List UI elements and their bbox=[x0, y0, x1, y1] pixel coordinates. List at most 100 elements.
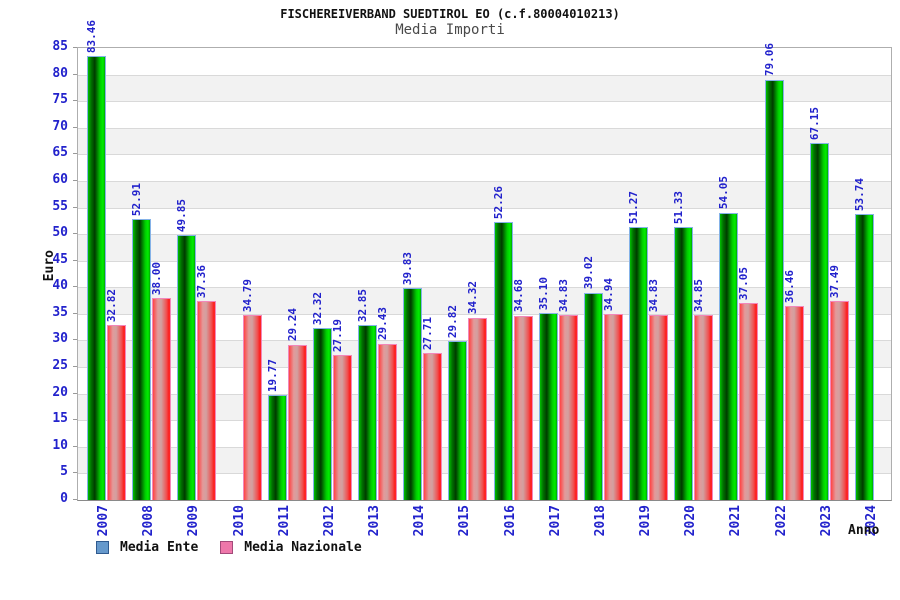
value-label-2024: 53.74 bbox=[852, 178, 866, 212]
y-tick-label: 15 bbox=[52, 411, 68, 427]
y-tick-label: 10 bbox=[52, 437, 68, 453]
value-label-2012: 32.32 bbox=[310, 292, 324, 326]
value-label-2021: 54.05 bbox=[717, 176, 731, 210]
y-tick-mark bbox=[73, 499, 77, 500]
y-tick-mark bbox=[73, 206, 77, 208]
value-label-2020: 34.85 bbox=[692, 278, 706, 312]
value-label-2011: 29.24 bbox=[285, 308, 299, 342]
bar-media-nazionale-2021 bbox=[739, 302, 759, 500]
value-label-2016: 34.68 bbox=[511, 279, 525, 313]
x-axis-title: Anno bbox=[848, 523, 880, 538]
value-label-2016: 52.26 bbox=[491, 185, 505, 220]
y-tick-label: 70 bbox=[52, 118, 68, 134]
value-label-2022: 36.46 bbox=[782, 270, 796, 304]
x-tick-label-2014: 2014 bbox=[412, 505, 428, 537]
x-tick-label-2018: 2018 bbox=[592, 505, 608, 537]
y-tick-mark bbox=[73, 73, 77, 75]
chart-subtitle: Media Importi bbox=[395, 22, 505, 38]
x-tick-label-2011: 2011 bbox=[276, 505, 292, 537]
bar-media-nazionale-2019 bbox=[649, 314, 668, 500]
x-tick-label-2021: 2021 bbox=[728, 505, 744, 537]
y-tick-label: 60 bbox=[52, 171, 68, 187]
value-label-2018: 39.02 bbox=[581, 256, 595, 290]
bar-group-2012: 32.32 27.19 bbox=[304, 48, 352, 500]
value-label-2017: 34.83 bbox=[556, 278, 570, 312]
bar-media-ente-2017 bbox=[538, 313, 558, 500]
y-tick-label: 25 bbox=[52, 358, 68, 374]
bar-media-ente-2008 bbox=[132, 218, 152, 500]
bar-media-ente-2019 bbox=[629, 227, 648, 500]
x-tick-label-2020: 2020 bbox=[683, 505, 699, 537]
y-tick-mark bbox=[73, 286, 77, 288]
y-tick-mark bbox=[73, 153, 77, 155]
y-tick-label: 0 bbox=[60, 491, 68, 506]
bar-group-2010: 34.79 bbox=[214, 48, 262, 500]
bar-media-ente-2018 bbox=[583, 292, 603, 500]
value-label-2009: 49.85 bbox=[175, 198, 189, 232]
y-tick-mark bbox=[73, 445, 77, 447]
value-label-2018: 34.94 bbox=[601, 278, 615, 312]
bar-group-2009: 49.85 37.36 bbox=[168, 48, 217, 500]
bar-media-ente-2013 bbox=[358, 325, 377, 500]
bar-group-2014: 39.83 27.71 bbox=[394, 48, 443, 500]
value-label-2022: 79.06 bbox=[762, 43, 776, 77]
y-tick-label: 20 bbox=[52, 384, 68, 400]
bar-group-2007: 83.46 32.82 bbox=[78, 20, 126, 500]
legend-swatch-media-nazionale bbox=[220, 541, 234, 554]
bar-media-ente-2012 bbox=[312, 328, 332, 500]
chart-title: FISCHEREIVERBAND SUEDTIROL EO (c.f.80004… bbox=[280, 7, 620, 21]
bar-media-ente-2009 bbox=[177, 234, 197, 500]
plot-band bbox=[78, 207, 891, 235]
plot-band bbox=[78, 260, 891, 288]
bar-group-2023: 67.15 37.49 bbox=[801, 48, 849, 500]
y-tick-label: 55 bbox=[52, 198, 68, 214]
plot-band bbox=[78, 101, 891, 128]
value-label-2008: 38.00 bbox=[150, 261, 164, 295]
bar-media-ente-2014 bbox=[403, 288, 423, 500]
plot-band bbox=[78, 74, 891, 102]
bar-media-ente-2007 bbox=[87, 56, 106, 500]
bar-media-ente-2021 bbox=[719, 212, 739, 500]
bar-media-ente-2016 bbox=[493, 222, 513, 500]
plot-band bbox=[78, 48, 891, 75]
bar-media-ente-2011 bbox=[267, 394, 287, 500]
value-label-2019: 51.27 bbox=[627, 191, 640, 225]
bar-group-2017: 35.10 34.83 bbox=[530, 48, 578, 500]
y-tick-mark bbox=[73, 126, 77, 128]
x-tick-label-2019: 2019 bbox=[638, 505, 653, 537]
bar-media-nazionale-2010 bbox=[242, 315, 262, 500]
value-label-2011: 19.77 bbox=[265, 358, 279, 392]
y-tick-label: 75 bbox=[52, 92, 68, 108]
bar-group-2020: 51.33 34.85 bbox=[665, 48, 714, 500]
y-tick-mark bbox=[73, 179, 77, 181]
y-tick-label: 65 bbox=[52, 145, 68, 161]
bar-media-ente-2020 bbox=[674, 227, 694, 500]
grid-line bbox=[78, 207, 891, 209]
bar-media-nazionale-2018 bbox=[603, 314, 623, 500]
x-tick-label-2008: 2008 bbox=[141, 505, 157, 537]
y-tick-mark bbox=[73, 100, 77, 102]
plot-band bbox=[78, 234, 891, 261]
grid-line bbox=[78, 287, 891, 289]
y-tick-label: 30 bbox=[52, 331, 68, 347]
bar-group-2008: 52.91 38.00 bbox=[123, 48, 172, 500]
grid-line bbox=[78, 180, 891, 182]
y-tick-mark bbox=[73, 312, 77, 314]
y-tick-mark bbox=[73, 366, 77, 368]
value-label-2023: 37.49 bbox=[827, 264, 841, 298]
value-label-2014: 39.83 bbox=[401, 252, 415, 286]
value-label-2013: 32.85 bbox=[356, 289, 369, 323]
grid-line bbox=[78, 127, 891, 129]
x-tick-label-2017: 2017 bbox=[547, 505, 563, 537]
bar-group-2016: 52.26 34.68 bbox=[485, 48, 533, 500]
value-label-2015: 29.82 bbox=[446, 305, 460, 339]
bar-group-2013: 32.85 29.43 bbox=[349, 48, 397, 500]
bar-media-nazionale-2017 bbox=[558, 314, 578, 500]
legend-label-media-ente: Media Ente bbox=[120, 540, 199, 555]
bar-media-nazionale-2022 bbox=[784, 306, 804, 500]
legend-label-media-nazionale: Media Nazionale bbox=[244, 540, 362, 555]
value-label-2010: 34.79 bbox=[240, 278, 254, 312]
bar-media-nazionale-2023 bbox=[829, 300, 849, 500]
bar-media-ente-2015 bbox=[448, 341, 468, 500]
